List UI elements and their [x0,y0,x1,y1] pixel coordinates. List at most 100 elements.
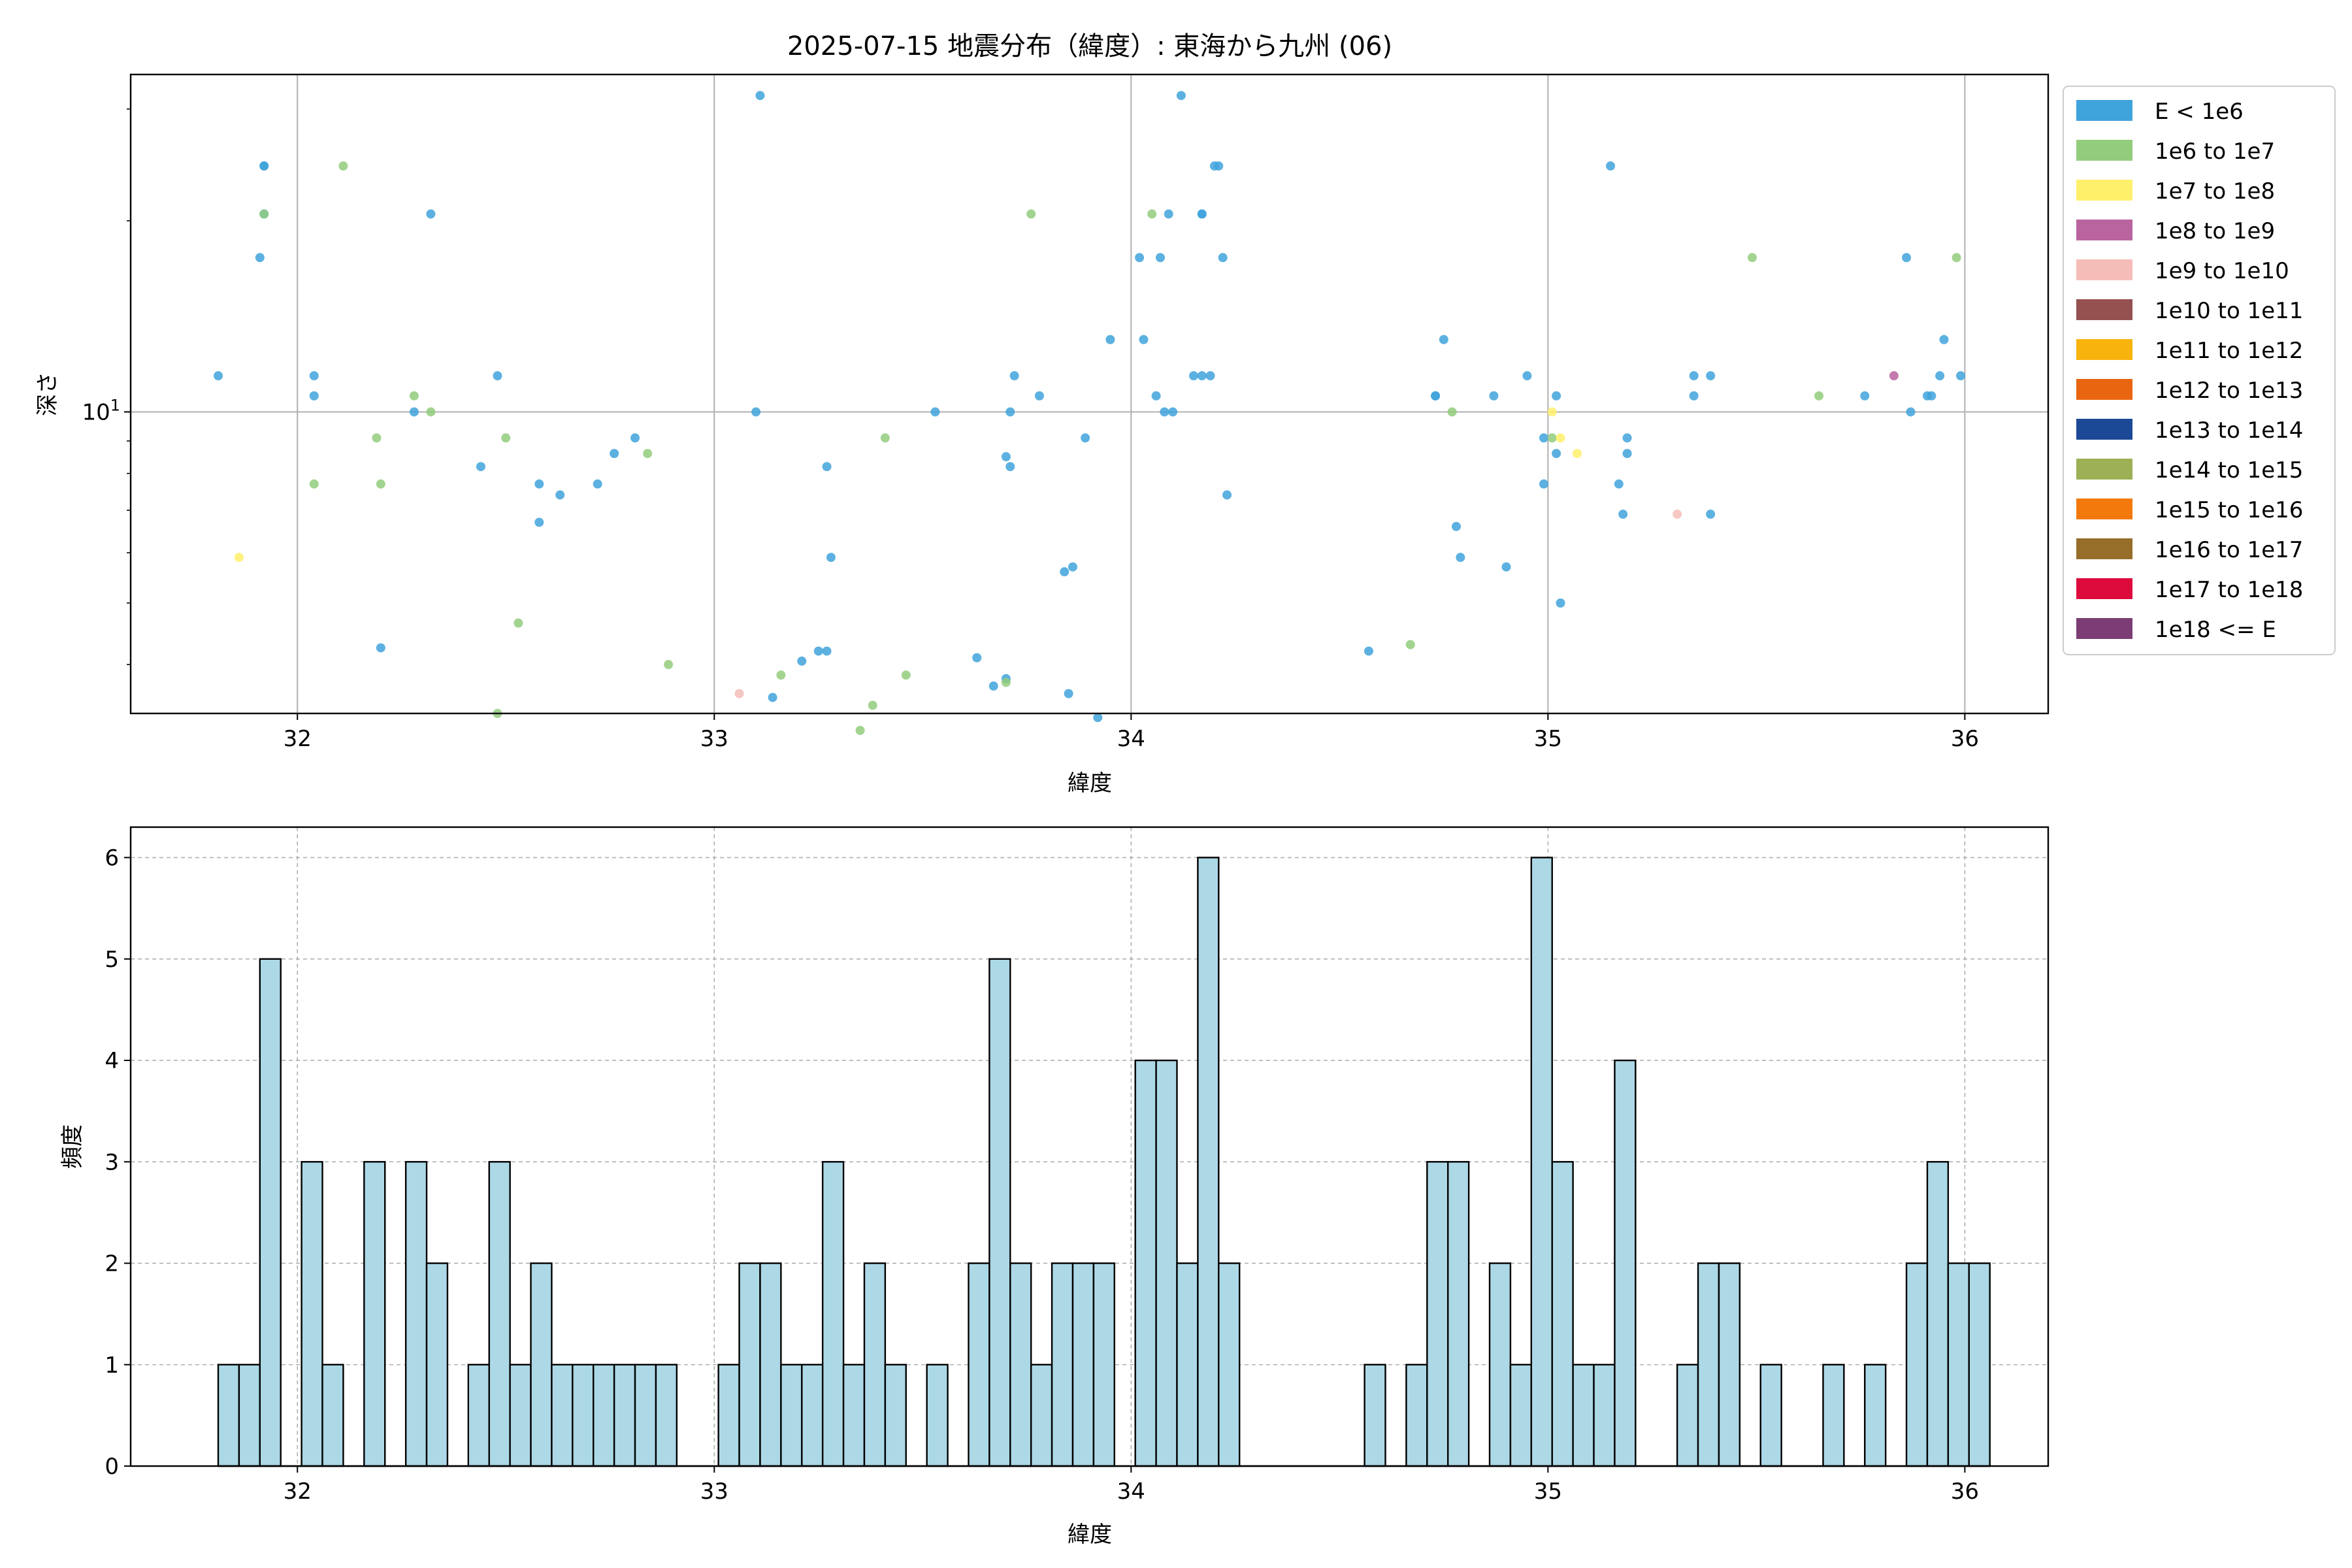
scatter-point [1214,161,1224,171]
legend-swatch [2076,299,2132,320]
histogram-bar [238,1364,261,1467]
histogram-bar [404,1161,428,1467]
scatter-point [1706,371,1716,381]
scatter-point [1622,449,1632,459]
legend-swatch [2076,538,2132,559]
scatter-point [476,462,485,472]
histogram-bar [1759,1364,1782,1467]
scatter-point [534,479,544,489]
scatter-point [1068,562,1077,572]
histogram-bar [1697,1262,1720,1467]
legend-swatch [2076,339,2132,360]
scatter-point [1935,371,1945,381]
histogram-bar [1051,1262,1074,1467]
scatter-point [1405,640,1415,649]
legend-label: 1e17 to 1e18 [2155,577,2303,603]
scatter-x-tick-label: 35 [1534,726,1562,752]
legend-box [2063,86,2336,655]
scatter-point [1539,479,1548,489]
scatter-point [822,462,832,472]
legend-label: 1e16 to 1e17 [2155,537,2303,563]
histogram-bar [217,1364,240,1467]
scatter-point [1005,407,1015,417]
scatter-point [1706,510,1716,519]
scatter-x-tick-label: 36 [1951,726,1979,752]
scatter-point [1001,678,1011,687]
scatter-point [1906,407,1916,417]
scatter-point [664,660,674,670]
scatter-point [259,161,269,171]
scatter-point [1168,407,1178,417]
legend-swatch [2076,498,2132,519]
legend: E < 1e6 1e6 to 1e7 1e7 to 1e8 1e8 to 1e9 1e9… [2063,86,2336,655]
legend-label: 1e12 to 1e13 [2155,378,2303,404]
scatter-point [1139,335,1149,344]
histogram-bar [1551,1161,1574,1467]
scatter-point [1064,689,1073,698]
histogram-bar [1614,1059,1637,1467]
legend-swatch [2076,618,2132,639]
histogram-bar [593,1364,615,1467]
scatter-series [234,407,1582,563]
legend-label: 1e11 to 1e12 [2155,338,2303,364]
scatter-point [501,433,511,443]
histogram-x-axis-label: 緯度 [1068,1522,1112,1548]
scatter-point [1034,391,1044,400]
histogram-bar [863,1262,887,1467]
scatter-point [1547,407,1557,417]
histogram-bar [1071,1262,1095,1467]
scatter-point [1160,407,1169,417]
scatter-point [1151,391,1161,400]
scatter-point [880,433,890,443]
scatter-point [1060,567,1070,577]
histogram-bar [488,1161,511,1467]
histogram-bar [363,1161,386,1467]
scatter-point [930,407,940,417]
histogram-bar [968,1262,990,1467]
scatter-point [259,209,269,219]
scatter-point [1081,433,1090,443]
scatter-point [1952,253,1961,263]
scatter-series [213,91,1966,723]
histogram-bar [1822,1364,1845,1467]
histogram-bar [1968,1262,1991,1467]
histogram-y-tick-label: 5 [105,947,119,973]
histogram-bar [551,1364,574,1467]
scatter-point [1556,598,1565,608]
legend-label: 1e15 to 1e16 [2155,497,2303,523]
scatter-point [1556,433,1565,443]
chart-title: 2025-07-15 地震分布（緯度）: 東海から九州 (06) [787,31,1392,61]
legend-swatch [2076,180,2132,201]
scatter-point [593,479,602,489]
histogram-bar [572,1364,595,1467]
histogram-x-tick-label: 33 [700,1478,728,1505]
histogram-bar [842,1364,866,1467]
histogram-bar [1426,1161,1449,1467]
histogram-y-tick-label: 0 [105,1454,119,1480]
scatter-x-tick-label: 32 [284,726,312,752]
scatter-point [1176,91,1186,101]
scatter-point [1222,490,1232,500]
scatter-point [1689,371,1699,381]
legend-swatch [2076,379,2132,400]
scatter-point [1093,713,1103,723]
histogram-x-tick-label: 32 [284,1478,312,1505]
histogram-bar [1197,857,1220,1467]
scatter-point [630,433,640,443]
scatter-point [1105,335,1115,344]
scatter-point [1614,479,1624,489]
scatter-point [868,700,877,710]
scatter-point [1189,371,1199,381]
histogram-bar [1447,1161,1470,1467]
histogram-bar [1030,1364,1053,1467]
histogram-bar [467,1364,490,1467]
legend-label: 1e6 to 1e7 [2155,139,2275,165]
legend-label: 1e18 <= E [2155,617,2276,643]
scatter-point [1689,391,1699,400]
scatter-point [1573,449,1582,459]
scatter-point [555,490,565,500]
histogram-frame [129,826,2050,1467]
histogram-bar [655,1364,678,1467]
scatter-point [1939,335,1949,344]
